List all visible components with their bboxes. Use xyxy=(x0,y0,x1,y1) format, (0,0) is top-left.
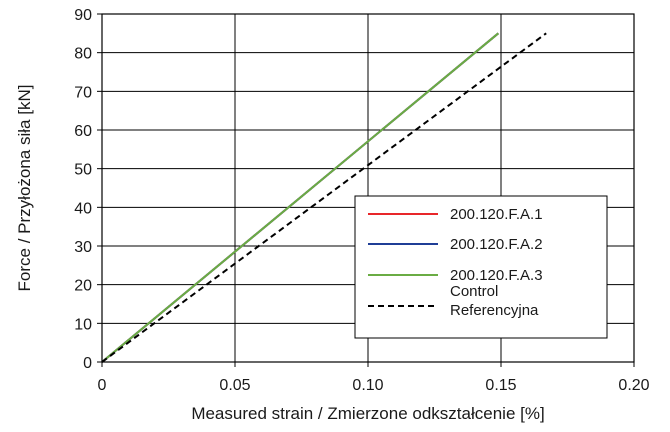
series-line-3 xyxy=(101,32,499,363)
legend-box xyxy=(354,195,608,339)
legend-label-4: Control Referencyjna xyxy=(450,283,539,319)
y-tick-label: 40 xyxy=(74,200,92,217)
legend-label-1: 200.120.F.A.1 xyxy=(450,206,543,223)
y-tick-label: 30 xyxy=(74,239,92,256)
y-tick-label: 0 xyxy=(83,355,92,372)
legend-label-2: 200.120.F.A.2 xyxy=(450,236,543,253)
y-tick-label: 20 xyxy=(74,278,92,295)
y-axis-title: Force / Przyłożona siła [kN] xyxy=(15,85,34,292)
y-tick-label: 70 xyxy=(74,84,92,101)
legend: 200.120.F.A.1 200.120.F.A.2 200.120.F.A.3C… xyxy=(354,195,608,339)
x-tick-label: 0.10 xyxy=(352,377,383,394)
x-tick-label: 0.15 xyxy=(485,377,516,394)
y-tick-label: 80 xyxy=(74,46,92,63)
x-tick-label: 0.20 xyxy=(618,377,649,394)
x-tick-label: 0.05 xyxy=(219,377,250,394)
x-tick-label: 0 xyxy=(98,377,107,394)
y-tick-label: 10 xyxy=(74,316,92,333)
tick-labels: 0 0.05 0.10 0.15 0.20 0 10 20 30 40 50 60 70 80 90 xyxy=(74,7,649,394)
y-tick-label: 90 xyxy=(74,7,92,24)
series-line-4 xyxy=(101,32,547,363)
y-tick-label: 60 xyxy=(74,123,92,140)
y-tick-label: 50 xyxy=(74,162,92,179)
legend-label-3: 200.120.F.A.3 xyxy=(450,267,543,284)
series-lines xyxy=(101,32,547,363)
x-axis-title: Measured strain / Zmierzone odkształceni… xyxy=(191,404,544,423)
